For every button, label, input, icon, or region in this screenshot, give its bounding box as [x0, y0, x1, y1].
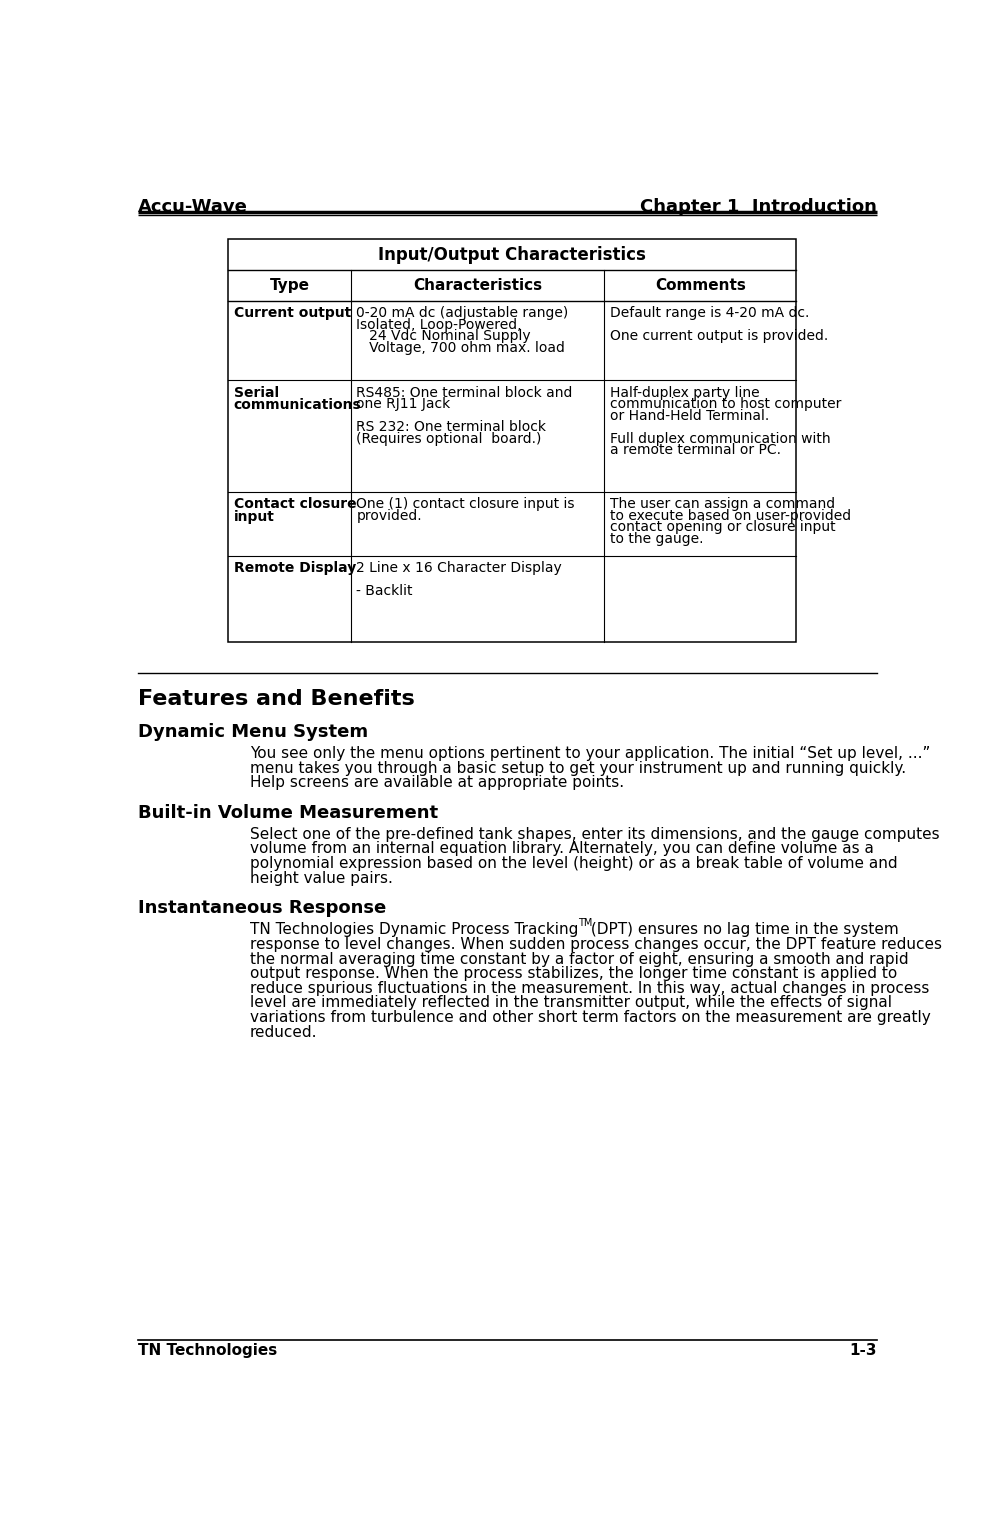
Text: height value pairs.: height value pairs.: [250, 870, 393, 885]
Text: level are immediately reflected in the transmitter output, while the effects of : level are immediately reflected in the t…: [250, 996, 892, 1011]
Text: variations from turbulence and other short term factors on the measurement are g: variations from turbulence and other sho…: [250, 1010, 931, 1025]
Text: (DPT) ensures no lag time in the system: (DPT) ensures no lag time in the system: [586, 922, 899, 938]
Text: Default range is 4-20 mA dc.: Default range is 4-20 mA dc.: [610, 306, 809, 320]
Text: volume from an internal equation library. Alternately, you can define volume as : volume from an internal equation library…: [250, 841, 874, 856]
Text: communication to host computer: communication to host computer: [610, 397, 842, 411]
Text: Accu-Wave: Accu-Wave: [138, 198, 248, 216]
Text: to the gauge.: to the gauge.: [610, 532, 703, 545]
Text: output response. When the process stabilizes, the longer time constant is applie: output response. When the process stabil…: [250, 967, 897, 980]
Text: Built-in Volume Measurement: Built-in Volume Measurement: [138, 804, 438, 821]
Text: TM: TM: [578, 918, 593, 928]
Text: Characteristics: Characteristics: [413, 277, 543, 293]
Text: Instantaneous Response: Instantaneous Response: [138, 899, 386, 918]
Text: provided.: provided.: [356, 509, 422, 522]
Text: Select one of the pre-defined tank shapes, enter its dimensions, and the gauge c: Select one of the pre-defined tank shape…: [250, 827, 940, 841]
Text: You see only the menu options pertinent to your application. The initial “Set up: You see only the menu options pertinent …: [250, 746, 931, 761]
Text: One (1) contact closure input is: One (1) contact closure input is: [356, 498, 575, 512]
Text: The user can assign a command: The user can assign a command: [610, 498, 835, 512]
Text: Features and Benefits: Features and Benefits: [138, 689, 415, 709]
Text: Chapter 1  Introduction: Chapter 1 Introduction: [641, 198, 877, 216]
Text: - Backlit: - Backlit: [356, 584, 413, 597]
Text: Current output: Current output: [234, 306, 351, 320]
Text: 24 Vdc Nominal Supply: 24 Vdc Nominal Supply: [356, 329, 531, 343]
Text: Serial: Serial: [234, 386, 279, 400]
Text: polynomial expression based on the level (height) or as a break table of volume : polynomial expression based on the level…: [250, 856, 898, 872]
Text: TN Technologies Dynamic Process Tracking: TN Technologies Dynamic Process Tracking: [250, 922, 578, 938]
Text: Input/Output Characteristics: Input/Output Characteristics: [378, 245, 646, 264]
Text: Voltage, 700 ohm max. load: Voltage, 700 ohm max. load: [356, 342, 565, 355]
Text: One current output is provided.: One current output is provided.: [610, 329, 828, 343]
Text: one RJ11 Jack: one RJ11 Jack: [356, 397, 450, 411]
Text: Isolated, Loop-Powered,: Isolated, Loop-Powered,: [356, 317, 522, 332]
Text: (Requires optional  board.): (Requires optional board.): [356, 432, 542, 446]
Text: RS485: One terminal block and: RS485: One terminal block and: [356, 386, 572, 400]
Text: to execute based on user-provided: to execute based on user-provided: [610, 509, 850, 522]
Text: reduced.: reduced.: [250, 1025, 318, 1040]
Text: 1-3: 1-3: [849, 1344, 877, 1359]
Text: a remote terminal or PC.: a remote terminal or PC.: [610, 443, 781, 458]
Text: communications: communications: [234, 398, 361, 412]
Text: Half-duplex party line: Half-duplex party line: [610, 386, 759, 400]
Text: reduce spurious fluctuations in the measurement. In this way, actual changes in : reduce spurious fluctuations in the meas…: [250, 980, 930, 996]
Text: input: input: [234, 510, 274, 524]
Text: 0-20 mA dc (adjustable range): 0-20 mA dc (adjustable range): [356, 306, 568, 320]
Text: response to level changes. When sudden process changes occur, the DPT feature re: response to level changes. When sudden p…: [250, 938, 942, 951]
Text: menu takes you through a basic setup to get your instrument up and running quick: menu takes you through a basic setup to …: [250, 760, 906, 775]
Text: Remote Display: Remote Display: [234, 561, 356, 574]
Text: or Hand-Held Terminal.: or Hand-Held Terminal.: [610, 409, 769, 423]
Text: RS 232: One terminal block: RS 232: One terminal block: [356, 420, 546, 434]
Text: Full duplex communication with: Full duplex communication with: [610, 432, 831, 446]
Text: Dynamic Menu System: Dynamic Menu System: [138, 723, 368, 741]
Text: Contact closure: Contact closure: [234, 498, 356, 512]
Text: Comments: Comments: [655, 277, 745, 293]
Text: TN Technologies: TN Technologies: [138, 1344, 277, 1359]
Text: Type: Type: [269, 277, 310, 293]
Text: the normal averaging time constant by a factor of eight, ensuring a smooth and r: the normal averaging time constant by a …: [250, 951, 909, 967]
Text: 2 Line x 16 Character Display: 2 Line x 16 Character Display: [356, 561, 562, 574]
Bar: [229, 239, 796, 642]
Text: contact opening or closure input: contact opening or closure input: [610, 521, 836, 535]
Text: Help screens are available at appropriate points.: Help screens are available at appropriat…: [250, 775, 625, 791]
